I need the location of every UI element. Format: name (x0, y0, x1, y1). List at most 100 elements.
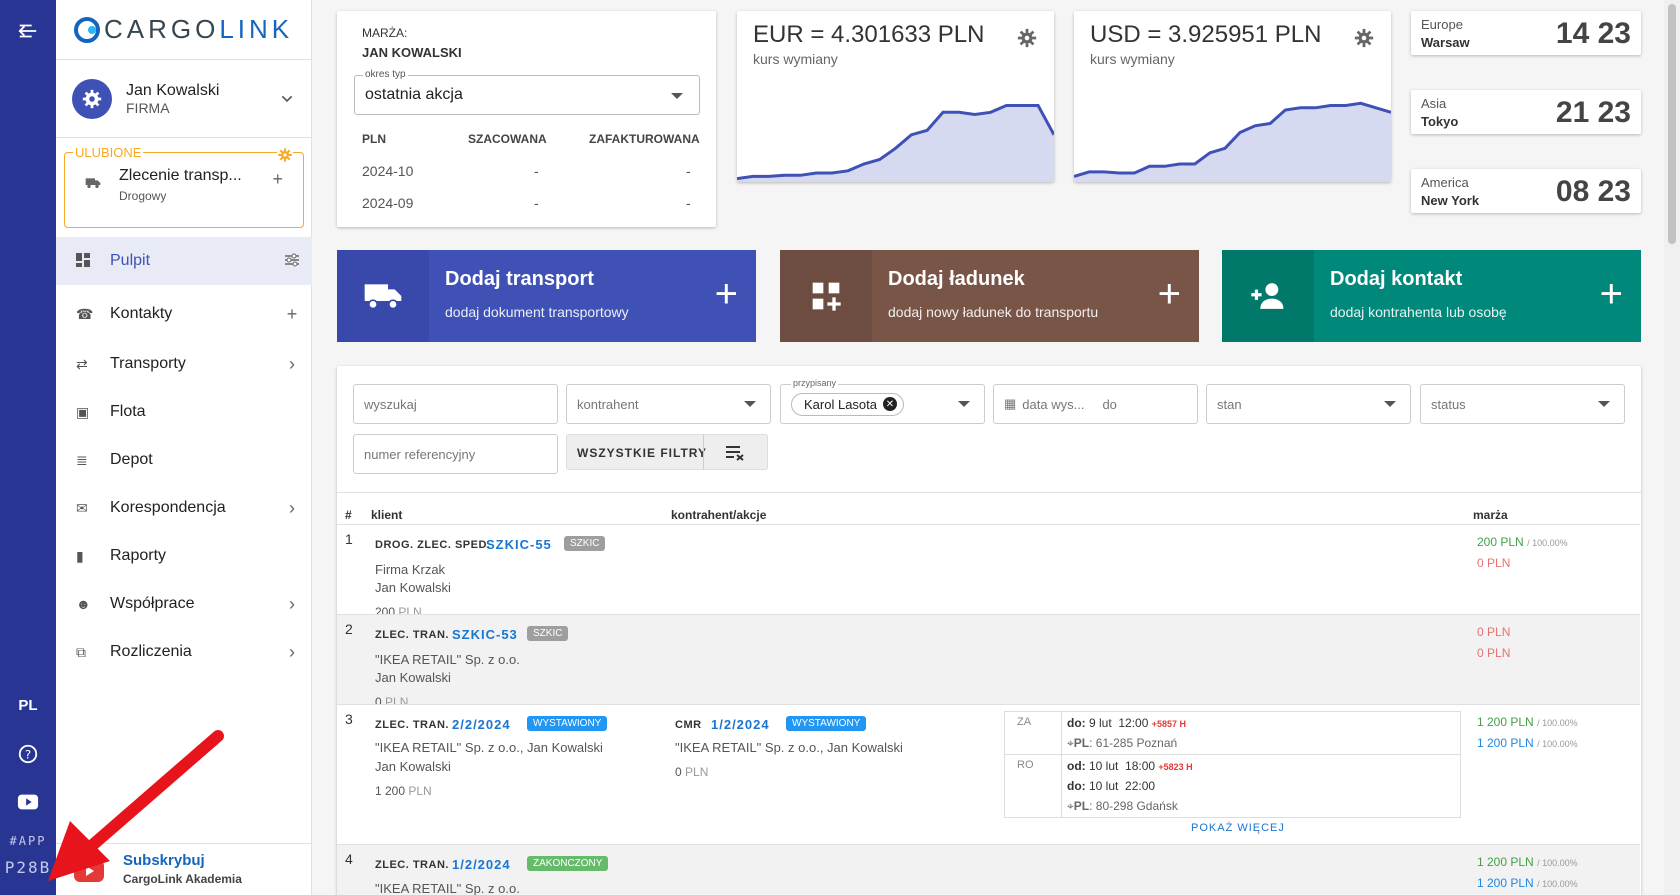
user-role: FIRMA (126, 99, 170, 116)
table-row[interactable]: 3 ZLEC. TRAN. 2/2/2024 WYSTAWIONY "IKEA … (337, 704, 1640, 844)
cmr-ref-link[interactable]: 1/2/2024 (711, 717, 770, 732)
reference-number-input[interactable]: numer referencyjny (353, 434, 558, 474)
client-name: "IKEA RETAIL" Sp. z o.o. (375, 881, 520, 895)
cargolink-logo[interactable]: CARGO LINK (56, 0, 311, 60)
add-contact-button[interactable]: Dodaj kontakt dodaj kontrahenta lub osob… (1222, 250, 1641, 342)
phone-icon: ☎ (76, 305, 94, 322)
stop-type: RO (1017, 759, 1034, 771)
chevron-down-icon[interactable] (279, 91, 295, 107)
status-badge: SZKIC (527, 626, 569, 641)
subscribe-sub: CargoLink Akademia (123, 872, 242, 886)
stop-loading[interactable]: ZA do: 9 lut 12:00 +5857 H ⌖PL: 61-285 P… (1005, 712, 1460, 755)
sidebar-item-kontakty[interactable]: ☎ Kontakty + (56, 290, 312, 338)
margin-value: 1 200 (1477, 855, 1508, 869)
status-select[interactable]: status (1420, 384, 1625, 424)
page-scrollbar[interactable] (1664, 0, 1680, 895)
margin-label: MARŻA: (362, 26, 408, 40)
show-more-link[interactable]: POKAŻ WIĘCEJ (1191, 822, 1285, 834)
status-badge: WYSTAWIONY (527, 716, 608, 731)
storage-icon: ≣ (76, 451, 88, 468)
usd-sparkline (1074, 101, 1391, 182)
table-row[interactable]: 4 ZLEC. TRAN. 1/2/2024 ZAKONCZONY "IKEA … (337, 844, 1640, 895)
person-add-icon (1222, 250, 1314, 342)
margin-currency: PLN (1510, 715, 1534, 729)
col-header-client[interactable]: klient (371, 508, 403, 522)
add-cargo-button[interactable]: Dodaj ładunek dodaj nowy ładunek do tran… (780, 250, 1199, 342)
clear-filters-icon[interactable] (725, 445, 745, 461)
order-ref-link[interactable]: SZKIC-53 (452, 627, 518, 642)
margin-value: 0 (1477, 646, 1484, 660)
favorites-settings-icon[interactable] (277, 147, 293, 163)
col-header-margin[interactable]: marża (1473, 508, 1508, 522)
collapse-menu-icon[interactable] (0, 20, 56, 42)
favorite-item-title[interactable]: Zlecenie transp... (119, 167, 242, 184)
people-icon: ☻ (76, 596, 91, 612)
add-favorite-button[interactable]: + (272, 169, 283, 189)
stop-country: PL (1073, 799, 1090, 813)
state-select[interactable]: stan (1206, 384, 1411, 424)
add-contact-icon[interactable]: + (286, 303, 298, 324)
sidebar-item-wspolprace[interactable]: ☻ Współprace › (56, 580, 312, 628)
remove-chip-icon[interactable]: ✕ (883, 397, 897, 411)
contractor-placeholder: kontrahent (577, 396, 639, 412)
margin-row-invoiced: - (686, 195, 691, 211)
margin-row-period: 2024-09 (362, 195, 414, 211)
sidebar-item-transporty[interactable]: ⇄ Transporty › (56, 340, 312, 388)
cmr-amount: 0 PLN (675, 765, 708, 779)
stop-date: 10 lut (1089, 759, 1119, 773)
tune-icon[interactable] (272, 251, 312, 272)
clock-city: Tokyo (1421, 114, 1459, 129)
date-range-input[interactable]: ▦ data wys... do (993, 384, 1198, 424)
dashboard-icon (76, 252, 96, 270)
youtube-icon[interactable] (0, 793, 56, 811)
stop-country: PL (1073, 736, 1090, 750)
margin-value: 1 200 (1477, 736, 1508, 750)
sparkline-area (1074, 103, 1391, 182)
quick-title: Dodaj ładunek (888, 268, 1025, 290)
stop-unloading[interactable]: RO od: 10 lut 18:00 +5823 H do: 10 lut 2… (1005, 755, 1460, 817)
usd-rate-card: USD = 3.925951 PLN kurs wymiany (1074, 11, 1391, 182)
language-switch[interactable]: PL (18, 697, 38, 714)
client-amount: 1 200 PLN (375, 784, 432, 798)
settings-gear-icon[interactable] (1016, 27, 1038, 49)
user-switcher[interactable]: Jan Kowalski FIRMA (56, 60, 311, 138)
margin-percent: / 100.00% (1537, 718, 1578, 728)
sidebar-item-raporty[interactable]: ▮ Raporty (56, 532, 312, 580)
sidebar-item-depot[interactable]: ≣ Depot (56, 436, 312, 484)
add-transport-button[interactable]: Dodaj transport dodaj dokument transport… (337, 250, 756, 342)
row-number: 1 (345, 531, 353, 547)
sidebar-item-korespondencja[interactable]: ✉ Korespondencja › (56, 484, 312, 532)
clock-time: 08 23 (1555, 175, 1631, 208)
usd-rate-title: USD = 3.925951 PLN (1090, 21, 1322, 48)
stop-time: 18:00 (1125, 759, 1156, 773)
order-ref-link[interactable]: 2/2/2024 (452, 717, 511, 732)
sidebar-item-rozliczenia[interactable]: ⧉ Rozliczenia › (56, 628, 312, 676)
sidebar-item-label: Kontakty (110, 305, 173, 322)
sidebar-item-flota[interactable]: ▣ Flota (56, 388, 312, 436)
scrollbar-thumb[interactable] (1668, 4, 1676, 244)
sidebar-item-pulpit[interactable]: Pulpit (56, 237, 312, 285)
search-input[interactable]: wyszukaj (353, 384, 558, 424)
client-name: Firma Krzak (375, 562, 446, 577)
logo-text-2: LINK (219, 14, 294, 44)
assigned-select[interactable]: przypisany Karol Lasota ✕ (780, 378, 985, 424)
chevron-right-icon: › (289, 353, 295, 374)
logo-icon (74, 16, 100, 43)
help-icon[interactable]: ? (0, 743, 56, 765)
table-row[interactable]: 2 ZLEC. TRAN. SZKIC-53 SZKIC "IKEA RETAI… (337, 614, 1640, 709)
usd-rate-sub: kurs wymiany (1090, 51, 1175, 67)
all-filters-button[interactable]: WSZYSTKIE FILTRY (566, 434, 768, 470)
period-type-select[interactable]: okres typ ostatnia akcja (354, 69, 700, 115)
order-ref-link[interactable]: 1/2/2024 (452, 857, 511, 872)
order-ref-link[interactable]: SZKIC-55 (486, 537, 552, 552)
margin-person: JAN KOWALSKI (362, 45, 462, 60)
table-row[interactable]: 1 DROG. ZLEC. SPED. SZKIC-55 SZKIC Firma… (337, 524, 1640, 619)
margin-primary: 1 200 PLN / 100.00% (1477, 855, 1578, 869)
calendar-icon: ▦ (1004, 396, 1017, 411)
contractor-select[interactable]: kontrahent (566, 384, 771, 424)
settings-gear-icon[interactable] (1353, 27, 1375, 49)
stop-time: 12:00 (1118, 716, 1149, 730)
subscribe-title[interactable]: Subskrybuj (123, 852, 205, 869)
margin-value: 1 200 (1477, 715, 1508, 729)
quick-sub: dodaj kontrahenta lub osobę (1330, 304, 1507, 320)
